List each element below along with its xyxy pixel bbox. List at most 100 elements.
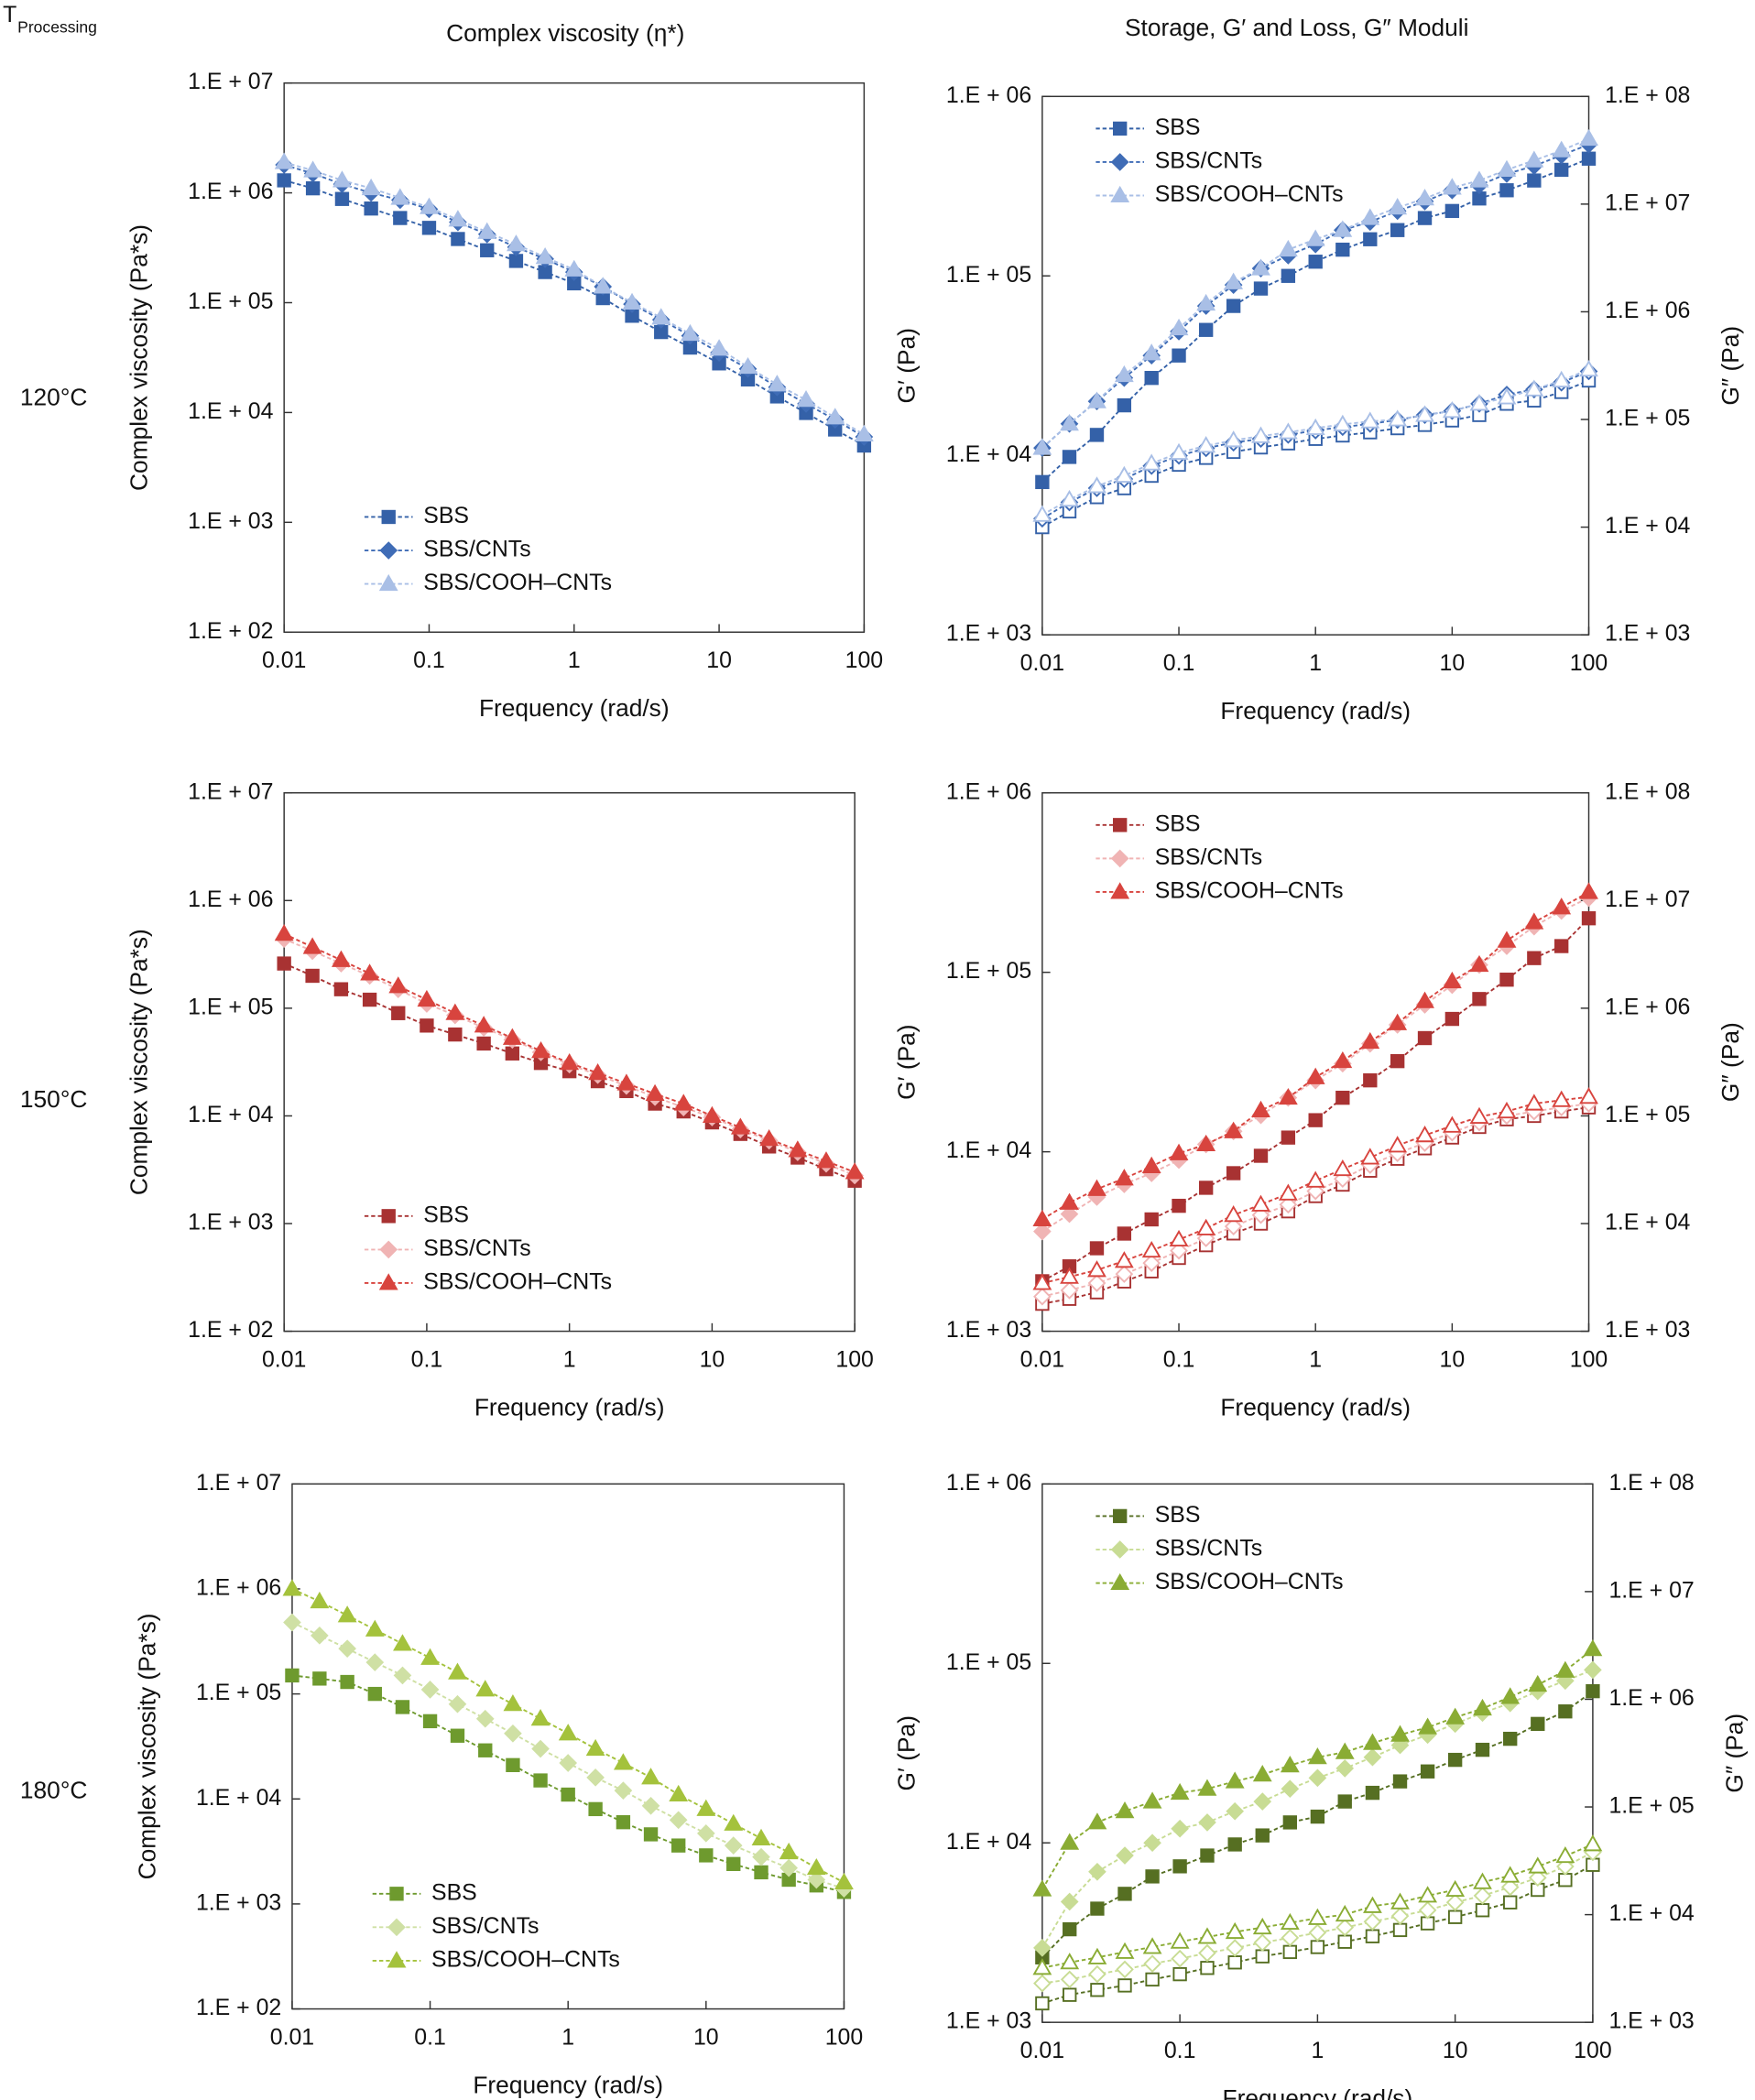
data-point (1584, 1660, 1602, 1680)
data-point (724, 1836, 743, 1855)
y-axis-label: Complex viscosity (Pa*s) (125, 224, 153, 491)
data-point (1473, 1887, 1492, 1905)
x-tick-label: 0.01 (262, 647, 306, 673)
y2-tick-label: 1.E + 08 (1605, 778, 1690, 804)
data-point (1558, 1873, 1573, 1888)
data-point (1388, 198, 1408, 215)
data-point (588, 1801, 603, 1817)
x-tick-label: 1 (568, 647, 581, 673)
data-point (1090, 1901, 1105, 1916)
row-label: 180°C (20, 1777, 87, 1804)
data-point (641, 1768, 660, 1785)
data-point (478, 1743, 493, 1757)
data-point (1032, 1958, 1052, 1975)
y-tick-label: 1.E + 07 (188, 778, 273, 804)
data-point (365, 1619, 385, 1637)
legend-marker (379, 1240, 398, 1259)
data-point (696, 1799, 716, 1816)
x-tick-label: 1 (1309, 1346, 1322, 1372)
x-axis-label: Frequency (rad/s) (1220, 697, 1411, 724)
data-point (420, 1018, 434, 1033)
data-point (448, 1694, 467, 1714)
data-point (1586, 1683, 1600, 1699)
data-point (1308, 1113, 1323, 1127)
row-label: 150°C (20, 1085, 87, 1113)
legend-label: SBS (431, 1879, 477, 1905)
data-point (531, 1739, 550, 1758)
data-point (1282, 1944, 1298, 1960)
x-tick-label: 1 (561, 2024, 574, 2050)
legend-marker (1110, 185, 1130, 203)
y-tick-label: 1.E + 06 (946, 1470, 1031, 1496)
data-point (302, 937, 322, 954)
data-point (334, 191, 350, 206)
x-tick-label: 0.1 (1163, 650, 1195, 676)
legend-label: SBS/COOH–CNTs (423, 570, 612, 595)
data-point (1060, 1204, 1079, 1224)
data-point (1032, 1273, 1052, 1290)
data-point (505, 1046, 520, 1061)
data-point (1087, 1812, 1107, 1830)
data-point (779, 1858, 798, 1877)
data-point (1497, 159, 1517, 177)
y-tick-label: 1.E + 05 (188, 994, 273, 1019)
data-point (1278, 1087, 1298, 1105)
data-point (506, 1757, 520, 1772)
data-point (1145, 1869, 1160, 1884)
data-point (1444, 203, 1460, 219)
data-point (282, 1579, 302, 1596)
data-point (1278, 1183, 1298, 1201)
data-point (1307, 1908, 1327, 1925)
data-point (508, 254, 524, 268)
data-point (1142, 1937, 1162, 1954)
data-point (1278, 239, 1298, 257)
t-label: T (3, 2, 16, 27)
data-point (1087, 476, 1106, 494)
data-point (1499, 973, 1514, 987)
data-point (1198, 322, 1214, 337)
data-point (651, 308, 671, 325)
data-point (1472, 992, 1487, 1006)
data-point (1032, 505, 1052, 522)
data-point (1060, 1892, 1079, 1911)
y-tick-label: 1.E + 02 (188, 1317, 273, 1343)
data-point (1197, 1779, 1217, 1796)
x-axis-label: Frequency (rad/s) (479, 694, 670, 722)
data-point (1337, 1794, 1352, 1809)
data-point (1278, 422, 1298, 440)
data-point (1417, 211, 1433, 225)
x-tick-label: 100 (835, 1346, 873, 1372)
data-point (1388, 1136, 1408, 1153)
data-point (1333, 220, 1353, 237)
x-tick-label: 10 (1440, 650, 1466, 676)
legend-label: SBS/COOH–CNTs (1155, 1569, 1344, 1594)
data-point (1224, 1121, 1244, 1138)
data-point (1251, 258, 1270, 276)
data-point (338, 1639, 356, 1658)
data-point (1225, 1771, 1245, 1789)
data-point (1497, 930, 1517, 948)
data-point (1252, 1765, 1272, 1782)
y-tick-label: 1.E + 06 (188, 179, 273, 204)
data-point (1032, 438, 1052, 455)
legend-label: SBS/COOH–CNTs (431, 1946, 620, 1972)
data-point (1473, 1698, 1492, 1716)
data-point (1392, 1774, 1408, 1789)
legend-marker (387, 1918, 406, 1937)
y-axis-label: Complex viscosity (Pa*s) (133, 1613, 160, 1879)
data-point (1198, 1181, 1214, 1195)
y2-tick-label: 1.E + 03 (1608, 2008, 1694, 2034)
y2-tick-label: 1.E + 06 (1608, 1685, 1694, 1711)
y-tick-label: 1.E + 03 (188, 508, 273, 534)
data-point (1253, 1792, 1272, 1811)
data-point (1200, 1961, 1215, 1975)
data-point (1169, 1143, 1189, 1160)
data-point (445, 1003, 465, 1020)
data-point (585, 1738, 605, 1757)
data-point (530, 1709, 550, 1726)
y-tick-label: 1.E + 05 (946, 958, 1031, 984)
data-point (1360, 1148, 1380, 1165)
data-point (451, 232, 465, 246)
data-point (1225, 1921, 1245, 1940)
data-point (1335, 242, 1350, 257)
